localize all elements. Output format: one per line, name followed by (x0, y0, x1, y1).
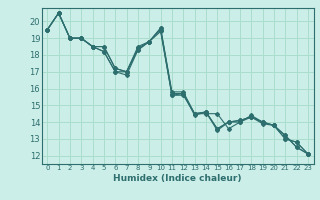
X-axis label: Humidex (Indice chaleur): Humidex (Indice chaleur) (113, 174, 242, 183)
